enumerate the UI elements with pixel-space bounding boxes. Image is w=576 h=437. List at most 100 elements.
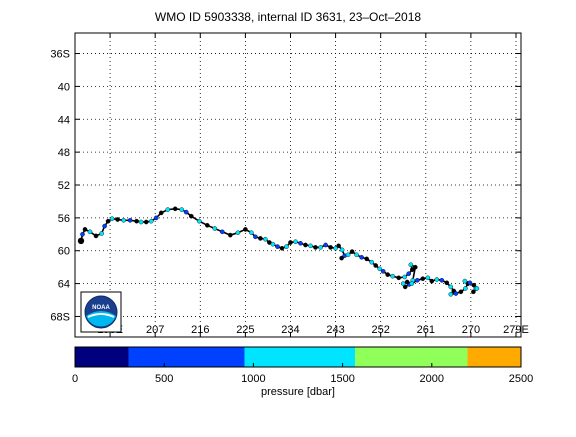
y-tick-label: 56 xyxy=(58,213,70,225)
colorbar-tick-label: 2000 xyxy=(420,373,444,385)
data-point xyxy=(82,227,88,232)
x-tick-label: 261 xyxy=(417,324,435,336)
data-point xyxy=(377,266,383,272)
data-point xyxy=(303,242,308,248)
x-tick-label: 279E xyxy=(503,324,529,336)
x-tick-label: 270 xyxy=(462,324,480,336)
data-point xyxy=(196,218,202,224)
data-point xyxy=(463,286,468,291)
data-point xyxy=(212,226,218,231)
data-point xyxy=(115,217,120,222)
data-point xyxy=(99,231,104,236)
colorbar-tick-label: 2500 xyxy=(509,373,533,385)
data-point xyxy=(183,209,189,215)
data-point xyxy=(279,245,285,251)
data-point xyxy=(288,240,293,245)
data-point xyxy=(87,229,93,235)
data-point xyxy=(258,236,263,241)
data-point xyxy=(243,227,248,232)
data-point xyxy=(474,286,480,291)
data-point xyxy=(471,282,477,288)
data-point xyxy=(444,280,450,286)
x-tick-label: 243 xyxy=(326,324,344,336)
data-point xyxy=(308,243,313,249)
colorbar-segment xyxy=(128,347,245,367)
data-point xyxy=(412,264,418,270)
data-point xyxy=(380,268,386,274)
data-point xyxy=(420,276,426,282)
data-point xyxy=(406,271,412,277)
colorbar-tick-label: 1000 xyxy=(241,373,265,385)
data-point xyxy=(390,273,396,279)
data-point xyxy=(414,277,420,283)
x-tick-label: 252 xyxy=(372,324,390,336)
data-point xyxy=(121,217,126,223)
data-point xyxy=(409,267,415,272)
data-point xyxy=(400,281,406,286)
data-point xyxy=(336,243,341,249)
data-point xyxy=(134,218,139,224)
y-tick-label: 64 xyxy=(58,279,70,291)
data-point xyxy=(467,280,473,286)
data-point xyxy=(172,206,178,212)
y-tick-label: 44 xyxy=(58,114,70,126)
data-point xyxy=(293,239,298,244)
data-point xyxy=(385,272,391,277)
data-point xyxy=(313,245,318,250)
data-point xyxy=(127,217,133,223)
data-point xyxy=(253,234,258,240)
data-point xyxy=(93,233,99,239)
data-point xyxy=(462,278,468,284)
noaa-logo-text: NOAA xyxy=(92,305,110,311)
x-tick-label: 234 xyxy=(281,324,299,336)
data-point xyxy=(323,242,328,248)
colorbar-segment xyxy=(244,347,356,367)
colorbar-label: pressure [dbar] xyxy=(261,386,335,398)
data-point xyxy=(458,289,464,295)
data-point xyxy=(402,284,408,290)
data-point xyxy=(429,278,435,284)
x-tick-label: 207 xyxy=(146,324,164,336)
data-point xyxy=(434,277,440,282)
x-tick-label: 216 xyxy=(191,324,209,336)
y-tick-label: 36S xyxy=(50,49,70,61)
data-point xyxy=(339,247,345,253)
plot-background xyxy=(75,33,521,337)
data-point xyxy=(333,245,338,251)
colorbar-tick-label: 0 xyxy=(72,373,78,385)
data-point xyxy=(425,275,431,281)
data-point xyxy=(339,255,344,261)
data-point xyxy=(373,263,379,268)
data-point xyxy=(408,262,414,268)
colorbar-segment xyxy=(467,347,521,367)
colorbar-frame xyxy=(74,346,522,368)
data-point xyxy=(204,222,210,228)
data-point xyxy=(148,218,154,224)
data-point xyxy=(219,229,225,235)
start-marker xyxy=(77,237,85,245)
colorbar-segment xyxy=(355,347,468,367)
y-tick-label: 48 xyxy=(58,147,70,159)
data-point xyxy=(270,241,276,247)
data-point xyxy=(263,236,268,242)
data-point xyxy=(453,291,459,296)
data-point xyxy=(345,252,351,258)
data-point xyxy=(409,281,415,286)
data-point xyxy=(448,284,454,290)
data-point xyxy=(404,279,410,285)
data-point xyxy=(165,207,170,212)
noaa-logo-gull xyxy=(87,313,115,318)
data-point xyxy=(396,275,402,281)
data-point xyxy=(138,219,144,225)
data-point xyxy=(284,244,289,249)
data-point xyxy=(249,230,254,235)
data-point xyxy=(448,291,454,297)
data-point xyxy=(80,231,85,237)
data-point xyxy=(349,249,355,254)
data-point xyxy=(105,218,111,224)
data-point xyxy=(227,232,233,238)
data-point xyxy=(439,277,445,283)
data-point xyxy=(158,210,164,216)
